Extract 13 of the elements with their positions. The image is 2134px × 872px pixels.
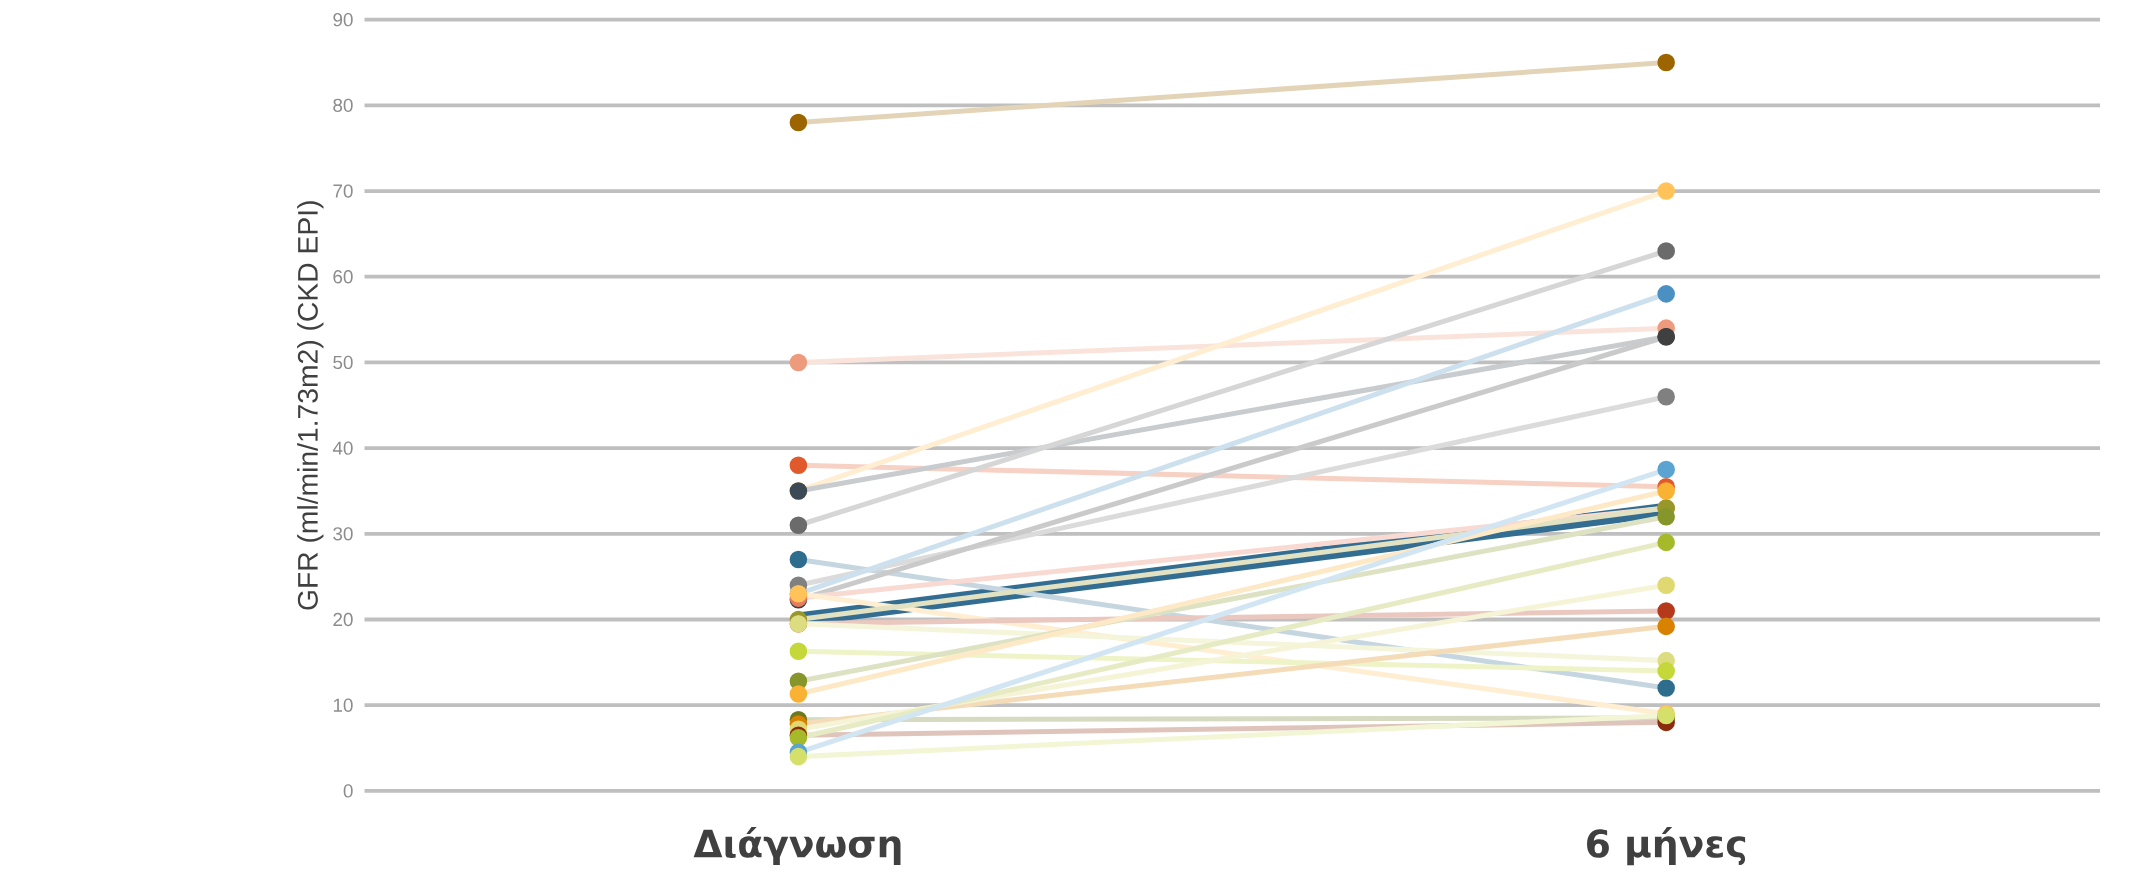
y-tick-label: 0 xyxy=(343,784,353,798)
y-tick-label: 80 xyxy=(333,98,353,112)
y-tick-label: 30 xyxy=(333,527,353,541)
y-tick-label: 20 xyxy=(333,612,353,627)
y-axis-title: GFR (ml/min/1.73m2) (CKD EPI) xyxy=(297,201,324,610)
y-tick-label: 60 xyxy=(333,269,353,284)
y-tick-label: 40 xyxy=(332,441,353,455)
y-tick-label: 50 xyxy=(333,355,353,369)
y-tick-label: 70 xyxy=(333,184,353,198)
y-tick-label: 10 xyxy=(333,698,353,712)
y-tick-label: 90 xyxy=(333,12,353,27)
x-tick-label: 6 μήνες xyxy=(1587,827,1746,866)
x-tick-label: Διάγνωση xyxy=(693,827,901,865)
